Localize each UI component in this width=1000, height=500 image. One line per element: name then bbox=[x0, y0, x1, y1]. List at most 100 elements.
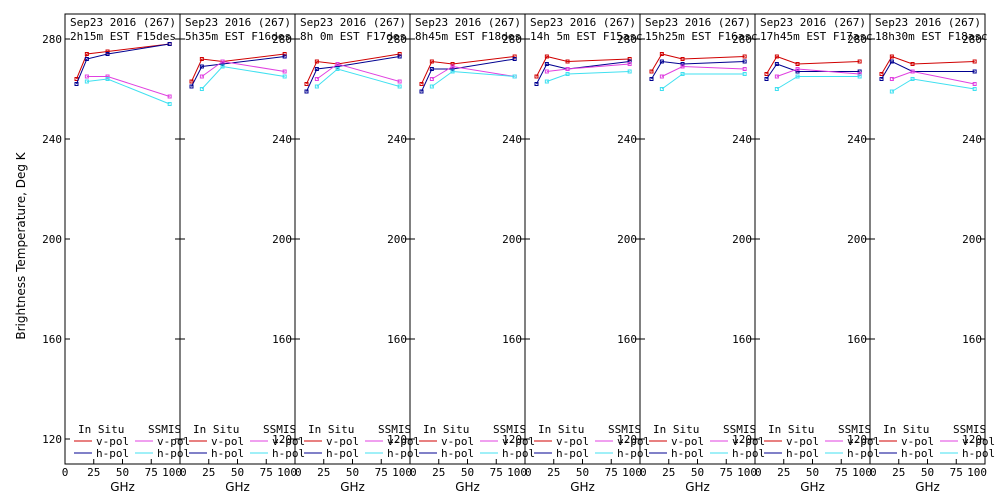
y-tick-label: 120 bbox=[732, 433, 752, 446]
data-point bbox=[972, 69, 977, 74]
panel-title: Sep23 2016 (267) bbox=[415, 16, 521, 29]
x-tick-label: 50 bbox=[461, 466, 474, 479]
data-point bbox=[512, 57, 517, 61]
data-point bbox=[105, 77, 110, 81]
legend-ssmis-title: SSMIS bbox=[263, 423, 296, 436]
data-point bbox=[167, 102, 172, 106]
y-tick-label: 120 bbox=[617, 433, 637, 446]
x-tick-label: 100 bbox=[737, 466, 757, 479]
chart-panels: Sep23 2016 (267)2h15m EST F15des12016020… bbox=[42, 13, 995, 494]
data-point bbox=[774, 62, 779, 66]
data-point bbox=[889, 77, 894, 81]
x-tick-label: 25 bbox=[777, 466, 790, 479]
legend-label: v-pol bbox=[96, 435, 129, 448]
x-tick-label: 0 bbox=[755, 466, 762, 479]
y-tick-label: 160 bbox=[42, 333, 62, 346]
series-line bbox=[421, 56, 515, 85]
x-tick-label: 0 bbox=[410, 466, 417, 479]
panel-title: Sep23 2016 (267) bbox=[300, 16, 406, 29]
y-tick-label: 200 bbox=[617, 233, 637, 246]
legend-ssmis-title: SSMIS bbox=[378, 423, 411, 436]
data-point bbox=[282, 74, 287, 79]
x-tick-label: 75 bbox=[490, 466, 503, 479]
data-point bbox=[450, 64, 455, 69]
series-line bbox=[316, 68, 400, 87]
x-tick-label: 75 bbox=[835, 466, 848, 479]
x-axis-label: GHz bbox=[570, 480, 595, 494]
y-tick-label: 160 bbox=[272, 333, 292, 346]
data-point bbox=[304, 89, 309, 94]
data-point bbox=[889, 89, 894, 94]
x-tick-label: 0 bbox=[295, 466, 302, 479]
data-point bbox=[910, 77, 915, 81]
data-point bbox=[282, 69, 287, 74]
panel-title: Sep23 2016 (267) bbox=[185, 16, 291, 29]
data-point bbox=[314, 67, 319, 71]
y-tick-label: 280 bbox=[962, 33, 982, 46]
legend-insitu-title: In Situ bbox=[653, 423, 699, 436]
legend-label: h-pol bbox=[387, 447, 420, 460]
x-tick-label: 75 bbox=[950, 466, 963, 479]
legend-label: h-pol bbox=[441, 447, 474, 460]
data-point bbox=[512, 74, 517, 79]
series-line bbox=[191, 53, 285, 82]
x-tick-label: 100 bbox=[392, 466, 412, 479]
series-line bbox=[651, 53, 745, 72]
series-line bbox=[766, 55, 860, 75]
data-point bbox=[889, 59, 894, 64]
x-tick-label: 0 bbox=[62, 466, 69, 479]
data-point bbox=[220, 64, 225, 69]
x-tick-label: 100 bbox=[507, 466, 527, 479]
legend-label: v-pol bbox=[326, 435, 359, 448]
legend-label: h-pol bbox=[211, 447, 244, 460]
x-axis-label: GHz bbox=[455, 480, 480, 494]
legend-label: v-pol bbox=[387, 435, 420, 448]
legend-label: v-pol bbox=[502, 435, 535, 448]
y-tick-label: 280 bbox=[732, 33, 752, 46]
x-tick-label: 25 bbox=[662, 466, 675, 479]
x-tick-label: 25 bbox=[547, 466, 560, 479]
legend-label: h-pol bbox=[157, 447, 190, 460]
data-point bbox=[314, 84, 319, 89]
legend-label: h-pol bbox=[671, 447, 704, 460]
data-point bbox=[857, 59, 862, 64]
x-tick-label: 75 bbox=[260, 466, 273, 479]
data-point bbox=[189, 84, 194, 89]
data-point bbox=[659, 59, 664, 64]
series-line bbox=[76, 43, 170, 85]
y-tick-label: 120 bbox=[42, 433, 62, 446]
data-point bbox=[680, 57, 685, 61]
data-point bbox=[429, 84, 434, 89]
legend-label: v-pol bbox=[732, 435, 765, 448]
data-point bbox=[335, 62, 340, 66]
data-point bbox=[199, 87, 204, 91]
x-tick-label: 50 bbox=[576, 466, 589, 479]
panel-subtitle: 14h 5m EST F15asc bbox=[530, 30, 643, 43]
legend-ssmis-title: SSMIS bbox=[148, 423, 181, 436]
legend-label: h-pol bbox=[847, 447, 880, 460]
data-point bbox=[774, 54, 779, 59]
data-point bbox=[565, 59, 570, 64]
series-line bbox=[891, 70, 975, 85]
series-line bbox=[546, 71, 630, 82]
series-line bbox=[191, 56, 285, 87]
x-tick-label: 50 bbox=[231, 466, 244, 479]
legend-insitu-title: In Situ bbox=[78, 423, 124, 436]
x-tick-label: 100 bbox=[622, 466, 642, 479]
x-axis-label: GHz bbox=[685, 480, 710, 494]
legend-label: h-pol bbox=[617, 447, 650, 460]
data-point bbox=[742, 59, 747, 64]
data-point bbox=[335, 67, 340, 71]
y-tick-label: 120 bbox=[272, 433, 292, 446]
x-tick-label: 25 bbox=[432, 466, 445, 479]
data-point bbox=[764, 72, 769, 76]
chart-panel: Sep23 2016 (267)17h45m EST F17asc 120 160 2… bbox=[754, 13, 880, 494]
data-point bbox=[419, 89, 424, 94]
y-tick-label: 240 bbox=[272, 133, 292, 146]
legend-label: v-pol bbox=[441, 435, 474, 448]
y-tick-label: 280 bbox=[272, 33, 292, 46]
x-tick-label: 100 bbox=[967, 466, 987, 479]
data-point bbox=[105, 52, 110, 56]
series-line bbox=[776, 68, 860, 77]
y-tick-label: 240 bbox=[617, 133, 637, 146]
